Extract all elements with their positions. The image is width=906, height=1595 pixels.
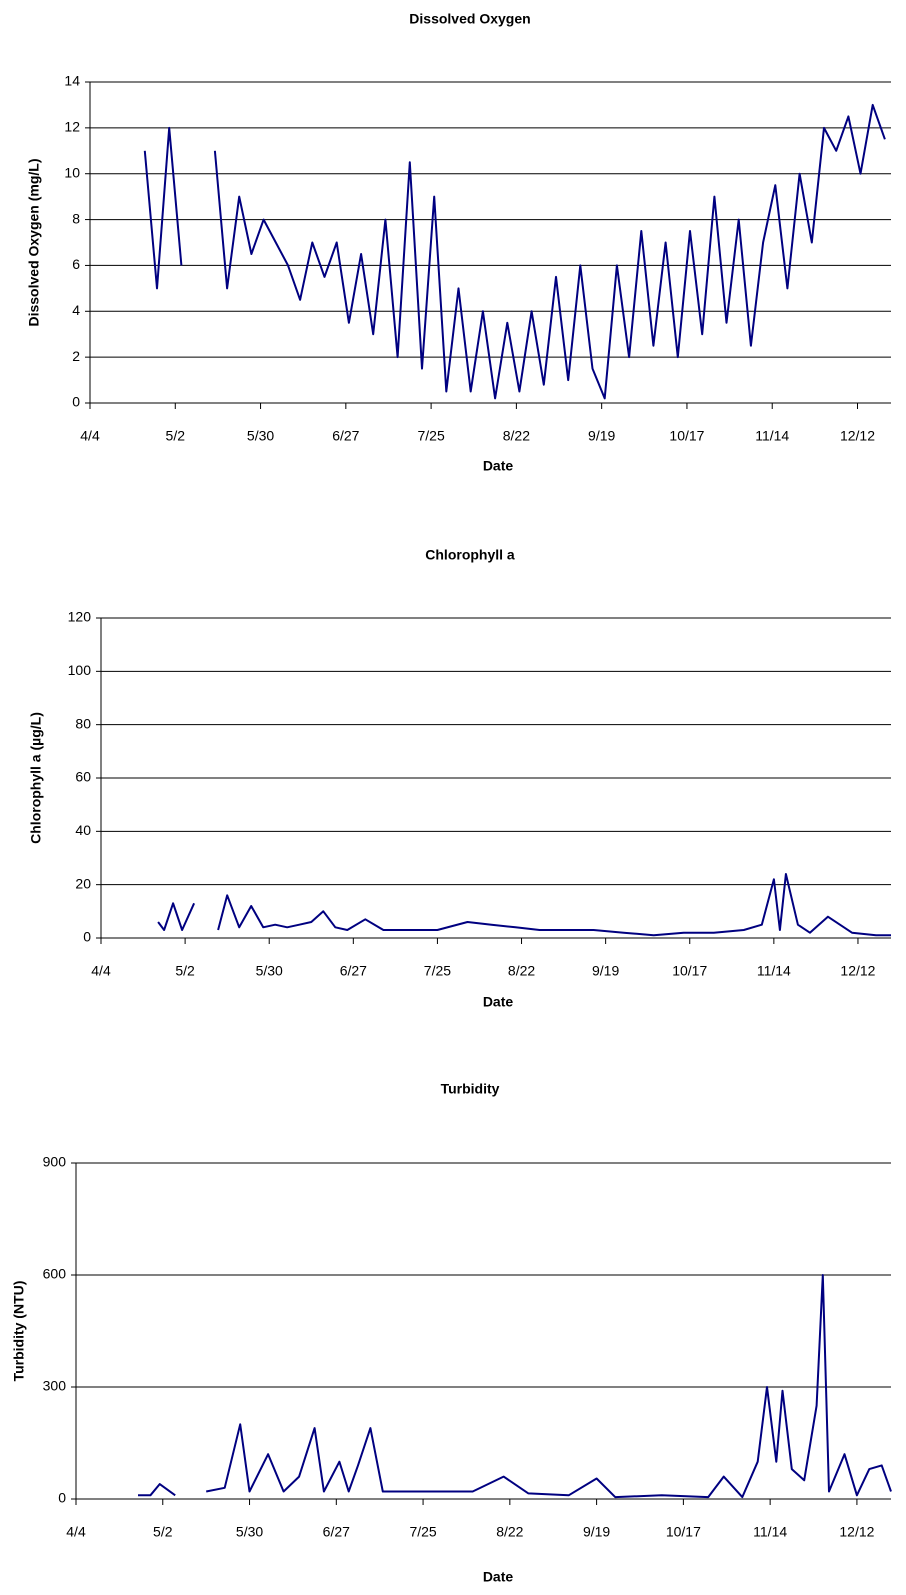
y-tick-label: 100: [68, 662, 92, 678]
data-line: [213, 103, 886, 400]
data-line: [217, 873, 891, 937]
x-axis-label: Date: [483, 994, 514, 1010]
x-tick-label: 10/17: [669, 428, 704, 444]
y-tick-label: 8: [72, 210, 80, 226]
x-axis-label: Date: [483, 458, 514, 474]
x-tick-label: 8/22: [503, 428, 530, 444]
x-tick-label: 9/19: [588, 428, 615, 444]
y-axis-label: Turbidity (NTU): [11, 1281, 27, 1382]
x-tick-label: 5/30: [247, 428, 274, 444]
x-axis-label: Date: [483, 1569, 514, 1585]
chart-title: Turbidity: [441, 1081, 500, 1097]
x-tick-label: 11/14: [753, 1524, 787, 1540]
x-tick-label: 11/14: [755, 428, 789, 444]
x-tick-label: 12/12: [840, 963, 875, 979]
y-tick-label: 4: [72, 302, 80, 318]
x-tick-label: 8/22: [496, 1524, 523, 1540]
x-tick-label: 4/4: [66, 1524, 86, 1540]
x-tick-label: 8/22: [508, 963, 535, 979]
y-tick-label: 0: [83, 929, 91, 945]
x-tick-label: 5/30: [236, 1524, 263, 1540]
x-tick-label: 7/25: [424, 963, 451, 979]
x-tick-label: 11/14: [757, 963, 791, 979]
x-tick-label: 7/25: [417, 428, 444, 444]
x-tick-label: 10/17: [666, 1524, 701, 1540]
y-tick-label: 12: [64, 119, 80, 135]
x-tick-label: 12/12: [840, 428, 875, 444]
y-tick-label: 300: [43, 1378, 67, 1394]
y-tick-label: 120: [68, 609, 92, 625]
x-tick-label: 5/2: [175, 963, 195, 979]
y-tick-label: 60: [75, 769, 91, 785]
x-tick-label: 10/17: [672, 963, 707, 979]
y-tick-label: 10: [64, 164, 80, 180]
y-tick-label: 6: [72, 256, 80, 272]
x-tick-label: 6/27: [332, 428, 359, 444]
x-tick-label: 12/12: [839, 1524, 874, 1540]
x-tick-label: 6/27: [340, 963, 367, 979]
x-tick-label: 5/2: [166, 428, 186, 444]
data-line: [143, 126, 183, 290]
data-line: [157, 902, 196, 931]
y-axis-label: Dissolved Oxygen (mg/L): [26, 158, 42, 326]
y-axis-label: Chlorophyll a (µg/L): [28, 712, 44, 844]
y-tick-label: 600: [43, 1266, 67, 1282]
x-tick-label: 9/19: [583, 1524, 610, 1540]
chart-title: Chlorophyll a: [425, 547, 515, 563]
x-tick-label: 5/2: [153, 1524, 173, 1540]
x-tick-label: 4/4: [80, 428, 100, 444]
y-tick-label: 0: [72, 394, 80, 410]
y-tick-label: 2: [72, 348, 80, 364]
chart-title: Dissolved Oxygen: [409, 11, 530, 27]
x-tick-label: 9/19: [592, 963, 619, 979]
y-tick-label: 14: [64, 73, 80, 89]
y-tick-label: 900: [43, 1154, 67, 1170]
x-tick-label: 7/25: [409, 1524, 436, 1540]
data-line: [206, 1274, 892, 1499]
x-tick-label: 4/4: [91, 963, 111, 979]
x-tick-label: 6/27: [323, 1524, 350, 1540]
y-tick-label: 20: [75, 875, 91, 891]
y-tick-label: 80: [75, 715, 91, 731]
data-line: [138, 1483, 176, 1497]
y-tick-label: 0: [58, 1490, 66, 1506]
x-tick-label: 5/30: [256, 963, 283, 979]
y-tick-label: 40: [75, 822, 91, 838]
